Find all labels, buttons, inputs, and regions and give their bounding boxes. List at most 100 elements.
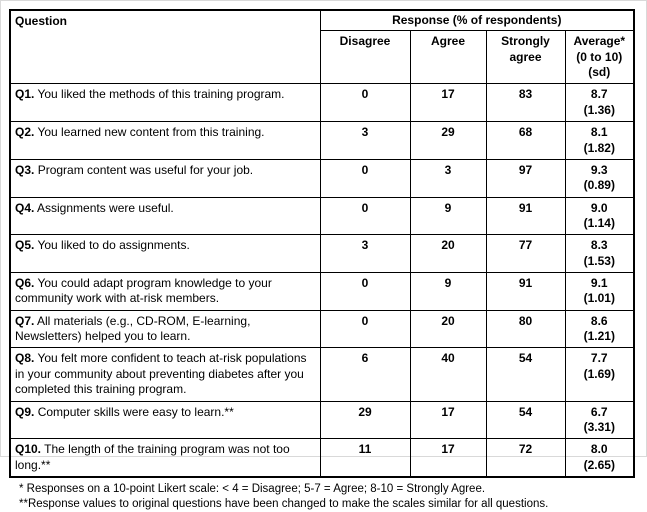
average-value-cell: 8.6 (1.21) [564,309,635,349]
average-value: 8.6 [590,313,608,328]
question-cell: Q8. You felt more confident to teach at-… [9,347,321,402]
question-text: All materials (e.g., CD-ROM, E-learning,… [15,313,251,344]
average-value-cell: 9.0 (1.14) [564,196,635,236]
column-header-agree: Agree [409,30,487,85]
sd-value: (1.69) [583,366,615,381]
question-number: Q3. [15,162,35,177]
average-value-cell: 8.7 (1.36) [564,83,635,123]
agree-value-cell: 17 [409,438,487,478]
column-header-response-group: Response (% of respondents) [319,9,635,32]
question-text: You liked the methods of this training p… [37,87,285,102]
question-cell: Q7. All materials (e.g., CD-ROM, E-learn… [9,309,321,349]
question-number: Q8. [15,351,35,366]
disagree-value-cell: 0 [319,272,411,311]
table-row: Q5. You liked to do assignments. 3 20 77… [9,234,635,274]
table-row: Q3. Program content was useful for your … [9,158,635,198]
agree-value-cell: 29 [409,121,487,160]
strongly-agree-value-cell: 54 [485,347,566,402]
table-row: Q1. You liked the methods of this traini… [9,83,635,123]
disagree-value-cell: 0 [319,83,411,123]
sd-value: (3.31) [583,419,615,434]
question-cell: Q5. You liked to do assignments. [9,234,321,274]
table-row: Q2. You learned new content from this tr… [9,121,635,160]
question-text: Computer skills were easy to learn.** [37,404,234,419]
disagree-value-cell: 3 [319,234,411,274]
agree-value-cell: 3 [409,158,487,198]
footnote-response-values: **Response values to original questions … [19,497,549,510]
average-value-cell: 9.3 (0.89) [564,158,635,198]
question-cell: Q6. You could adapt program knowledge to… [9,272,321,311]
average-header-line3: (sd) [588,65,611,80]
average-value: 8.3 [590,238,608,253]
question-number: Q10. [15,442,42,457]
footnotes: * Responses on a 10-point Likert scale: … [9,482,638,512]
sd-value: (1.01) [583,291,615,306]
question-number: Q4. [15,200,35,215]
average-value-cell: 9.1 (1.01) [564,272,635,311]
average-value-cell: 7.7 (1.69) [564,347,635,402]
question-cell: Q9. Computer skills were easy to learn.*… [9,400,321,440]
question-cell: Q2. You learned new content from this tr… [9,121,321,160]
strongly-agree-value-cell: 83 [485,83,566,123]
footnote-likert-scale: * Responses on a 10-point Likert scale: … [19,482,486,495]
agree-value-cell: 20 [409,309,487,349]
question-cell: Q1. You liked the methods of this traini… [9,83,321,123]
average-header-line2: (0 to 10) [576,49,623,64]
average-value: 8.0 [590,442,608,457]
strongly-agree-value-cell: 54 [485,400,566,440]
header-row-subcolumns: Disagree Agree Strongly agree Average* (… [10,30,635,85]
sd-value: (0.89) [583,178,615,193]
question-text: You liked to do assignments. [37,238,190,253]
strongly-agree-value-cell: 80 [485,309,566,349]
strongly-agree-value-cell: 68 [485,121,566,160]
disagree-value-cell: 3 [319,121,411,160]
sd-value: (2.65) [583,457,615,472]
disagree-value-cell: 0 [319,158,411,198]
disagree-value-cell: 0 [319,196,411,236]
question-number: Q2. [15,125,35,140]
question-text: Program content was useful for your job. [37,162,254,177]
question-number: Q9. [15,404,35,419]
average-value-cell: 8.1 (1.82) [564,121,635,160]
table-row: Q9. Computer skills were easy to learn.*… [9,400,635,440]
average-value: 9.1 [590,276,608,291]
question-text: You felt more confident to teach at-risk… [15,351,307,397]
agree-value-cell: 9 [409,272,487,311]
average-value-cell: 8.0 (2.65) [564,438,635,478]
disagree-value-cell: 29 [319,400,411,440]
column-header-strongly-agree: Strongly agree [485,30,566,85]
sd-value: (1.82) [583,140,615,155]
average-value: 7.7 [590,351,608,366]
strongly-agree-value-cell: 97 [485,158,566,198]
agree-value-cell: 17 [409,400,487,440]
table-row: Q10. The length of the training program … [9,438,635,478]
column-header-average: Average* (0 to 10) (sd) [564,30,635,85]
table-row: Q7. All materials (e.g., CD-ROM, E-learn… [9,309,635,349]
sd-value: (1.36) [583,102,615,117]
question-text: You could adapt program knowledge to you… [15,276,272,306]
agree-value-cell: 17 [409,83,487,123]
question-number: Q6. [15,276,35,291]
column-header-disagree: Disagree [319,30,411,85]
strongly-agree-value-cell: 72 [485,438,566,478]
disagree-value-cell: 0 [319,309,411,349]
average-header-line1: Average* [573,34,626,49]
question-number: Q5. [15,238,35,253]
question-number: Q7. [15,313,35,328]
sd-value: (1.53) [583,253,615,268]
average-value: 8.1 [590,125,608,140]
sd-value: (1.21) [583,329,615,344]
disagree-value-cell: 6 [319,347,411,402]
agree-value-cell: 20 [409,234,487,274]
question-cell: Q3. Program content was useful for your … [9,158,321,198]
agree-value-cell: 40 [409,347,487,402]
average-value: 9.0 [590,200,608,215]
question-text: You learned new content from this traini… [37,125,265,140]
strongly-agree-value-cell: 91 [485,272,566,311]
survey-results-table: Question Response (% of respondents) Dis… [9,9,636,478]
average-value: 8.7 [590,87,608,102]
sd-value: (1.14) [583,215,615,230]
question-cell: Q4. Assignments were useful. [9,196,321,236]
question-number: Q1. [15,87,35,102]
